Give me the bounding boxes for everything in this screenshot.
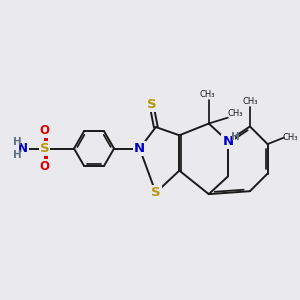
Text: CH₃: CH₃	[283, 133, 298, 142]
Text: CH₃: CH₃	[242, 97, 258, 106]
Text: S: S	[147, 98, 156, 111]
Text: S: S	[40, 142, 50, 155]
Text: O: O	[40, 124, 50, 137]
Text: N: N	[18, 142, 28, 155]
Text: H: H	[13, 150, 22, 160]
Text: N: N	[134, 142, 145, 155]
Text: CH₃: CH₃	[227, 109, 243, 118]
Text: H: H	[13, 137, 22, 147]
Text: CH₃: CH₃	[200, 90, 215, 99]
Text: O: O	[40, 160, 50, 173]
Text: S: S	[151, 186, 160, 199]
Text: N: N	[222, 135, 233, 148]
Text: H: H	[231, 132, 240, 142]
